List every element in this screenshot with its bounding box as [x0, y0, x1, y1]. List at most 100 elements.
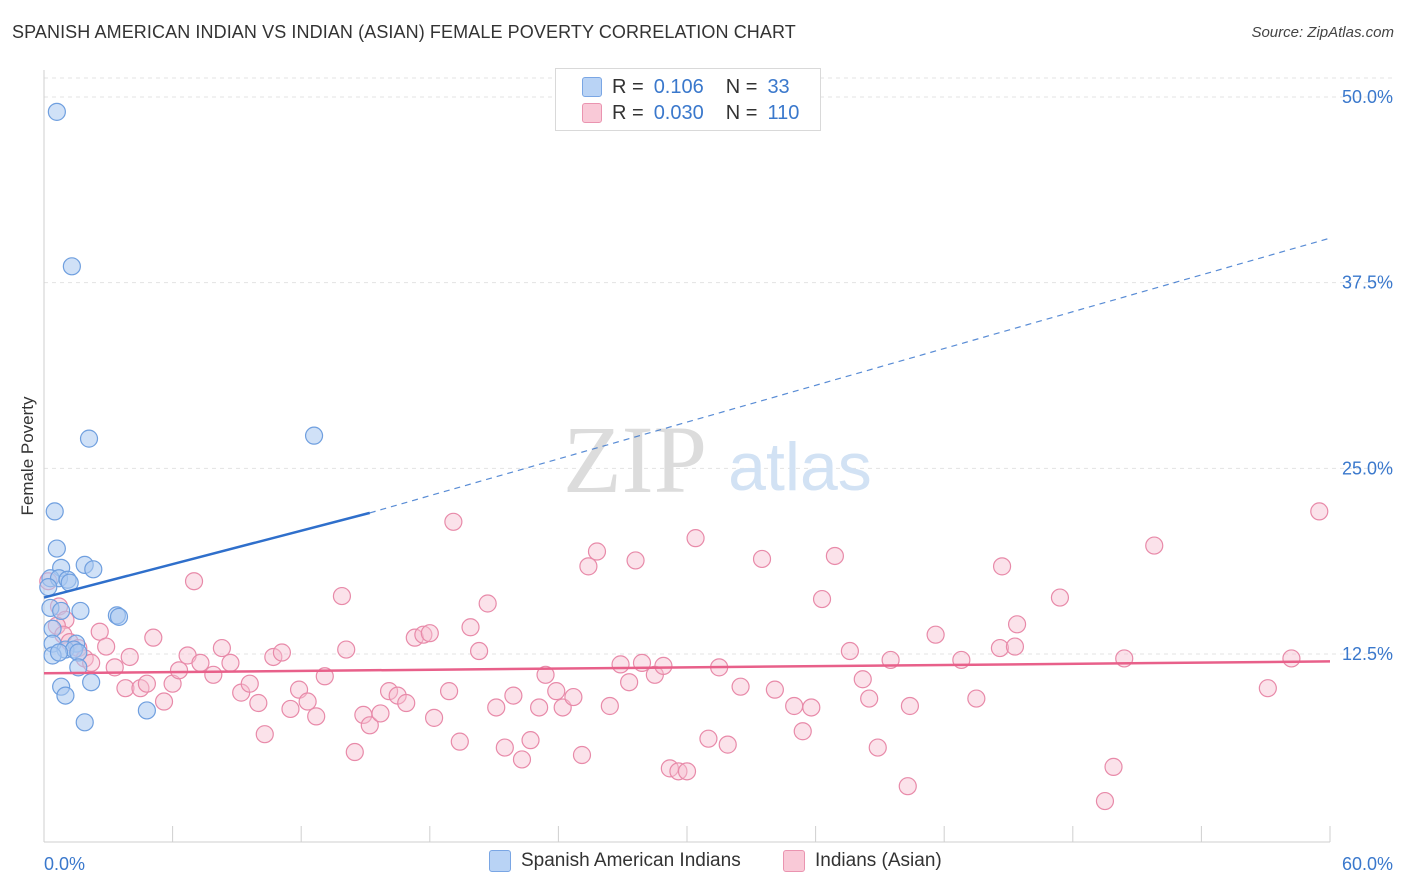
data-point-pink-12 — [116, 679, 135, 698]
data-point-pink-94 — [868, 738, 887, 757]
data-point-blue-0 — [47, 102, 66, 121]
y-tick-label-1: 25.0% — [1342, 458, 1393, 478]
data-point-pink-93 — [860, 689, 879, 708]
data-point-pink-42 — [371, 704, 390, 723]
data-point-pink-97 — [900, 696, 920, 716]
x-tick-label-0: 0.0% — [44, 854, 85, 874]
legend-pink-r-label: R = — [612, 101, 644, 124]
data-point-pink-107 — [1104, 757, 1123, 776]
data-point-pink-56 — [487, 698, 506, 717]
legend-blue-n-label: N = — [725, 75, 758, 98]
data-point-pink-19 — [169, 661, 189, 680]
data-point-pink-82 — [718, 735, 737, 754]
data-point-pink-55 — [478, 594, 497, 613]
data-point-pink-10 — [97, 637, 116, 656]
stats-legend: R = 0.106 N = 33 R = 0.030 N = 110 — [555, 68, 821, 131]
data-point-pink-104 — [1007, 615, 1027, 634]
data-point-blue-18 — [109, 607, 129, 626]
legend-row-pink: R = 0.030 N = 110 — [582, 101, 799, 125]
data-point-blue-7 — [84, 560, 103, 579]
data-point-pink-90 — [825, 546, 844, 566]
data-point-blue-3 — [304, 426, 324, 445]
data-point-pink-43 — [379, 682, 399, 701]
data-point-pink-80 — [699, 729, 718, 748]
data-point-pink-37 — [332, 586, 352, 606]
data-point-pink-83 — [731, 677, 750, 696]
trend-line-blue — [43, 511, 371, 599]
legend-blue-r-value: 0.106 — [653, 75, 704, 98]
data-point-pink-34 — [298, 692, 317, 711]
data-point-pink-28 — [249, 693, 268, 713]
series-legend: Spanish American Indians Indians (Asian) — [0, 850, 1406, 878]
data-point-pink-105 — [1050, 588, 1070, 607]
data-point-pink-21 — [184, 572, 204, 591]
data-point-pink-13 — [120, 647, 139, 667]
series-legend-item-pink: Indians (Asian) — [783, 850, 942, 872]
y-axis-label: Female Poverty — [18, 396, 37, 516]
data-point-pink-71 — [620, 673, 639, 692]
data-point-pink-66 — [572, 745, 592, 765]
chart-title: SPANISH AMERICAN INDIAN VS INDIAN (ASIAN… — [12, 22, 796, 42]
data-point-pink-27 — [240, 674, 259, 693]
data-point-pink-103 — [1005, 637, 1025, 656]
legend-blue-r-label: R = — [612, 75, 644, 98]
tick-labels: 12.5% 25.0% 37.5% 50.0% 0.0% 60.0% — [44, 87, 1393, 874]
data-point-pink-60 — [521, 731, 540, 750]
data-point-pink-88 — [802, 698, 821, 717]
data-point-pink-25 — [221, 653, 240, 673]
data-point-blue-1 — [62, 257, 81, 276]
legend-blue-n-value: 33 — [767, 75, 790, 98]
data-point-pink-84 — [752, 549, 772, 569]
data-point-pink-85 — [765, 680, 784, 699]
data-point-blue-27 — [69, 658, 88, 677]
data-point-pink-22 — [191, 653, 210, 673]
data-point-pink-35 — [307, 707, 326, 726]
data-point-pink-111 — [1282, 649, 1301, 668]
data-point-pink-51 — [444, 512, 463, 531]
data-point-pink-15 — [137, 674, 156, 693]
data-point-pink-69 — [600, 696, 619, 716]
data-point-pink-98 — [926, 625, 945, 644]
data-point-blue-31 — [137, 701, 156, 720]
trend-line-pink — [43, 660, 1331, 675]
data-point-blue-15 — [52, 601, 71, 621]
data-point-pink-112 — [1310, 502, 1329, 521]
data-point-pink-24 — [212, 638, 231, 658]
data-point-pink-78 — [677, 762, 697, 781]
data-point-pink-63 — [547, 682, 566, 701]
data-point-pink-36 — [315, 667, 334, 686]
legend-row-blue: R = 0.106 N = 33 — [582, 75, 790, 99]
data-point-pink-102 — [992, 557, 1012, 576]
legend-swatch-pink — [582, 103, 602, 123]
data-point-pink-49 — [424, 708, 444, 727]
series-spanish-american-indians — [39, 102, 324, 732]
data-point-pink-57 — [495, 738, 514, 757]
data-point-pink-52 — [450, 732, 469, 751]
data-point-pink-41 — [360, 716, 379, 735]
y-tick-label-3: 50.0% — [1342, 87, 1393, 107]
axes — [43, 70, 1331, 843]
data-point-pink-23 — [204, 665, 223, 684]
grid-lines — [44, 77, 1392, 655]
data-point-blue-32 — [75, 713, 94, 732]
data-point-pink-48 — [420, 624, 439, 643]
data-point-pink-86 — [785, 696, 804, 716]
data-point-pink-47 — [414, 625, 433, 644]
data-point-pink-110 — [1258, 679, 1277, 698]
data-point-pink-67 — [579, 557, 598, 576]
data-point-pink-65 — [564, 687, 583, 707]
data-point-pink-101 — [990, 638, 1010, 658]
data-point-pink-39 — [345, 742, 364, 762]
data-point-pink-91 — [840, 641, 859, 661]
series-legend-swatch-pink — [783, 850, 805, 872]
data-point-pink-70 — [611, 655, 630, 674]
series-legend-item-blue: Spanish American Indians — [489, 850, 741, 872]
data-point-blue-26 — [49, 643, 69, 662]
data-point-pink-79 — [686, 529, 705, 548]
data-point-pink-61 — [530, 698, 549, 717]
data-point-blue-29 — [82, 673, 101, 692]
x-tick-label-1: 60.0% — [1342, 854, 1393, 874]
trend-lines — [43, 237, 1331, 675]
data-point-pink-106 — [1095, 791, 1115, 811]
legend-pink-n-label: N = — [725, 101, 758, 124]
